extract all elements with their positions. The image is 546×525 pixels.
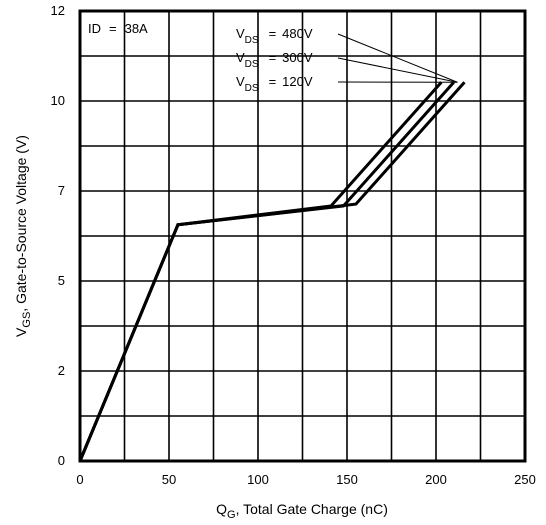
leader-line-480v [337,33,458,83]
x-tick-label: 100 [247,472,269,487]
condition-annotation: ID = 38A [88,21,148,36]
series-lines [78,81,466,462]
legend-entry-480v: VDS = 480V [236,26,313,46]
y-tick-label: 12 [51,3,65,18]
series-line-480v [78,81,443,462]
y-axis-title: VGS, Gate-to-Source Voltage (V) [13,135,33,337]
legend-entry-300v: VDS = 300V [236,50,313,70]
legend-entry-120v: VDS = 120V [236,74,313,94]
grid [80,11,525,461]
y-tick-label: 5 [58,273,65,288]
legend: VDS = 480V VDS = 300V VDS = 120V [236,26,313,94]
x-tick-label: 200 [425,472,447,487]
legend-leader-lines [337,33,458,83]
x-tick-label: 250 [514,472,536,487]
plot-area-frame [78,9,527,463]
x-tick-label: 0 [76,472,83,487]
x-tick-label: 150 [336,472,358,487]
y-tick-label: 2 [58,363,65,378]
x-axis-title: QG, Total Gate Charge (nC) [216,501,388,521]
x-tick-label: 50 [162,472,176,487]
series-line-300v [78,81,455,462]
leader-line-300v [337,57,458,83]
series-line-120v [78,81,466,462]
y-tick-label: 0 [58,453,65,468]
y-tick-label: 7 [58,183,65,198]
y-tick-label: 10 [51,93,65,108]
tick-labels: 0 50 100 150 200 250 0 2 5 7 10 12 [51,3,536,487]
